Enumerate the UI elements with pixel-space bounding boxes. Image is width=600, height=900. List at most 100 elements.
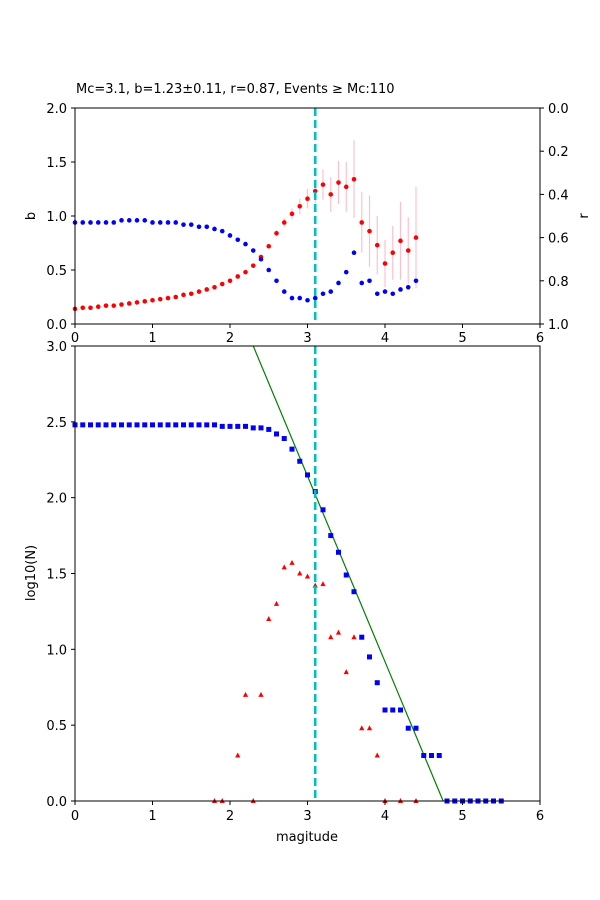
bottom-x-tick-label: 4 xyxy=(381,809,389,824)
r-value-point xyxy=(212,226,217,232)
top-y-axis-label: b xyxy=(24,212,39,220)
cumulative-count-point xyxy=(212,422,217,428)
b-value-point xyxy=(142,299,148,304)
b-value-point xyxy=(243,269,248,275)
cumulative-count-point xyxy=(297,458,303,464)
b-value-point xyxy=(274,230,279,236)
r-value-point xyxy=(374,291,380,297)
b-value-point xyxy=(351,176,357,182)
non-cumulative-count-point xyxy=(320,581,326,587)
b-value-point xyxy=(250,263,256,268)
cumulative-count-point xyxy=(328,533,334,539)
r-value-point xyxy=(157,220,163,225)
r-value-point xyxy=(95,220,101,225)
r-value-point xyxy=(359,280,365,286)
bottom-chart: 0 1 2 3 4 5 6 0.0 0.5 1.0 1.5 2.0 2.5 3.0 log10(N) ma… xyxy=(24,340,544,845)
b-value-point xyxy=(297,203,303,209)
cumulative-count-point xyxy=(405,725,411,731)
b-value-point xyxy=(398,238,403,244)
b-value-point xyxy=(165,295,171,301)
r-value-point xyxy=(274,278,279,284)
r-value-point xyxy=(142,218,148,223)
cumulative-count-point xyxy=(150,422,155,428)
cumulative-count-point xyxy=(219,423,225,429)
cumulative-count-point xyxy=(95,422,101,428)
top-x-tick-label: 4 xyxy=(381,331,389,346)
b-value-point xyxy=(134,300,140,305)
r-value-point xyxy=(281,289,287,294)
cumulative-count-point xyxy=(204,422,210,428)
r-value-point xyxy=(382,289,388,294)
bottom-y-tick-label: 1.5 xyxy=(46,568,67,583)
non-cumulative-count-point xyxy=(335,629,342,635)
b-value-point xyxy=(196,289,202,294)
b-value-point xyxy=(359,220,365,225)
top-y2-axis-label: r xyxy=(577,213,592,219)
bottom-x-tick-label: 5 xyxy=(458,809,466,824)
b-value-point xyxy=(413,235,419,240)
b-value-point xyxy=(188,291,194,297)
top-plot-frame xyxy=(74,107,541,325)
bottom-x-axis-label: magitude xyxy=(276,830,338,845)
b-value-point xyxy=(305,196,310,202)
top-y-tick-label: 2.0 xyxy=(46,102,67,117)
cumulative-count-point xyxy=(103,422,109,428)
bottom-x-tick-label: 2 xyxy=(226,809,234,824)
top-chart: 0 1 2 3 4 5 6 0.0 0.5 1.0 1.5 2.0 0.0 0.2 0.4 0.6 0.8 1.0… xyxy=(24,102,592,346)
non-cumulative-count-point xyxy=(366,725,373,731)
r-value-point xyxy=(150,220,155,225)
top-y-tick-label: 0.5 xyxy=(46,264,67,279)
non-cumulative-count-point xyxy=(289,559,295,565)
r-value-point xyxy=(258,256,264,262)
cumulative-count-point xyxy=(196,422,202,428)
non-cumulative-count-point xyxy=(359,725,365,731)
cumulative-count-point xyxy=(413,725,419,731)
cumulative-count-point xyxy=(343,572,349,578)
b-value-point xyxy=(95,304,101,310)
cumulative-count-point xyxy=(88,422,93,428)
non-cumulative-count-point xyxy=(258,691,264,697)
b-value-point xyxy=(181,292,186,298)
cumulative-count-point xyxy=(429,753,434,758)
bottom-y-tick-label: 1.0 xyxy=(46,643,67,658)
b-value-point xyxy=(204,287,210,292)
cumulative-count-point xyxy=(188,422,194,428)
r-value-point xyxy=(250,248,256,253)
r-value-point xyxy=(227,233,233,238)
r-value-point xyxy=(119,218,124,223)
bottom-x-tick-label: 6 xyxy=(536,809,544,824)
r-value-point xyxy=(181,222,186,227)
top-x-tick-label: 0 xyxy=(71,331,79,346)
b-value-point xyxy=(126,301,132,306)
top-y2-tick-label: 0.8 xyxy=(548,275,569,290)
cumulative-count-point xyxy=(359,634,365,640)
cumulative-count-point xyxy=(289,446,295,452)
cumulative-count-point xyxy=(390,707,396,713)
r-value-point xyxy=(413,278,419,284)
cumulative-count-point xyxy=(274,431,279,437)
r-value-point xyxy=(398,287,403,292)
r-value-point xyxy=(312,295,318,301)
bottom-x-tick-label: 1 xyxy=(148,809,156,824)
cumulative-count-point xyxy=(421,753,427,758)
r-value-point xyxy=(289,295,295,301)
r-value-point xyxy=(165,220,171,225)
r-value-point xyxy=(126,218,132,223)
b-value-point xyxy=(289,211,295,217)
b-value-point xyxy=(119,302,124,307)
cumulative-count-point xyxy=(281,436,287,442)
b-value-point xyxy=(235,274,241,279)
bottom-y-tick-label: 0.0 xyxy=(46,795,67,810)
non-cumulative-count-point xyxy=(273,600,280,606)
top-y2-tick-label: 0.6 xyxy=(548,232,569,247)
r-value-point xyxy=(103,220,109,225)
cumulative-count-point xyxy=(250,425,256,431)
non-cumulative-count-point xyxy=(235,752,241,758)
top-y-tick-label: 1.5 xyxy=(46,156,67,171)
top-x-tick-label: 1 xyxy=(148,331,156,346)
b-value-point xyxy=(374,242,380,248)
b-value-point xyxy=(80,305,86,311)
b-value-point xyxy=(111,303,117,308)
non-cumulative-count-point xyxy=(266,616,272,621)
r-value-point xyxy=(297,295,303,301)
